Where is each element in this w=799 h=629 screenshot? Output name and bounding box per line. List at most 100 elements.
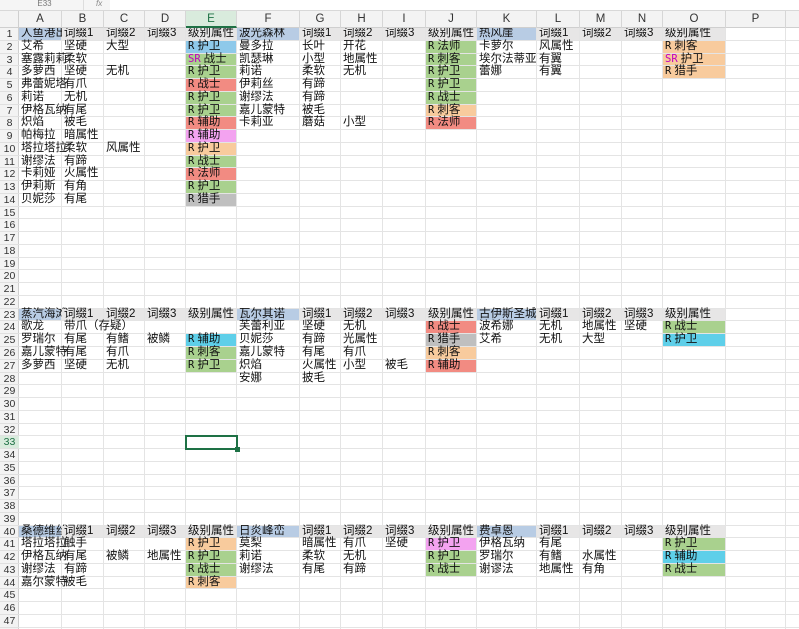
- cell-g23[interactable]: 词缀1: [300, 308, 331, 322]
- row-header-40[interactable]: 40: [0, 526, 19, 539]
- cell-c10[interactable]: 风属性: [104, 142, 141, 156]
- cell-n40[interactable]: 词缀3: [622, 525, 653, 539]
- cell-l43[interactable]: 地属性: [537, 563, 574, 577]
- column-header-a[interactable]: A: [19, 11, 62, 28]
- cell-f3[interactable]: 凯瑟琳: [237, 53, 274, 67]
- row-header-33[interactable]: 33: [0, 436, 19, 450]
- cell-k3[interactable]: 埃尔法蒂亚: [477, 53, 537, 67]
- cell-a41[interactable]: 塔拉塔拉: [19, 538, 67, 551]
- cell-g2[interactable]: 长叶: [300, 40, 325, 54]
- cell-g28[interactable]: 披毛: [300, 372, 325, 386]
- cell-o41[interactable]: R 护卫: [663, 538, 697, 551]
- row-header-5[interactable]: 5: [0, 79, 19, 92]
- cell-o43[interactable]: R 战士: [663, 563, 697, 577]
- cell-l40[interactable]: 词缀1: [537, 525, 568, 539]
- cell-h4[interactable]: 无机: [341, 65, 366, 79]
- column-header-l[interactable]: L: [537, 11, 580, 28]
- cell-a3[interactable]: 塞露莉莉: [19, 53, 67, 67]
- row-header-24[interactable]: 24: [0, 321, 19, 335]
- cell-l1[interactable]: 词缀1: [537, 28, 568, 41]
- cell-b5[interactable]: 有爪: [62, 78, 87, 92]
- cell-b43[interactable]: 有蹄: [62, 563, 87, 577]
- cell-h23[interactable]: 词缀2: [341, 308, 372, 322]
- row-header-25[interactable]: 25: [0, 334, 19, 347]
- cell-g40[interactable]: 词缀1: [300, 525, 331, 539]
- cell-f4[interactable]: 莉诺: [237, 65, 262, 79]
- cell-e27[interactable]: R 护卫: [186, 359, 220, 373]
- cell-g43[interactable]: 有尾: [300, 563, 325, 577]
- cell-b42[interactable]: 有尾: [62, 550, 87, 564]
- row-header-13[interactable]: 13: [0, 181, 19, 194]
- cell-j26[interactable]: R 刺客: [426, 346, 460, 360]
- cell-o23[interactable]: 级别属性: [663, 308, 711, 322]
- cell-j6[interactable]: R 战士: [426, 91, 460, 105]
- fill-handle[interactable]: [235, 447, 240, 453]
- cell-g7[interactable]: 被毛: [300, 104, 325, 118]
- row-header-26[interactable]: 26: [0, 347, 19, 360]
- cell-c23[interactable]: 词缀2: [104, 308, 135, 322]
- cell-g1[interactable]: 词缀1: [300, 28, 331, 41]
- row-header-32[interactable]: 32: [0, 424, 19, 437]
- cell-a25[interactable]: 罗瑞尔: [19, 333, 56, 347]
- cell-a27[interactable]: 多萝西: [19, 359, 56, 373]
- cell-k42[interactable]: 罗瑞尔: [477, 550, 514, 564]
- column-header-d[interactable]: D: [145, 11, 186, 28]
- cell-a24[interactable]: 歌龙: [19, 321, 44, 334]
- cell-a4[interactable]: 多萝西: [19, 65, 56, 79]
- cell-d40[interactable]: 词缀3: [145, 525, 176, 539]
- cell-e1[interactable]: 级别属性: [186, 28, 234, 41]
- cell-b24[interactable]: 带爪（存疑）: [62, 321, 133, 334]
- cell-o2[interactable]: R 刺客: [663, 40, 697, 54]
- row-header-41[interactable]: 41: [0, 538, 19, 552]
- row-header-42[interactable]: 42: [0, 551, 19, 564]
- cell-m23[interactable]: 词缀2: [580, 308, 611, 322]
- cell-k4[interactable]: 蕾娜: [477, 65, 502, 79]
- cell-j7[interactable]: R 刺客: [426, 104, 460, 118]
- row-header-46[interactable]: 46: [0, 602, 19, 615]
- cell-n1[interactable]: 词缀3: [622, 28, 653, 41]
- cell-k40[interactable]: 费卓恩: [477, 525, 514, 539]
- cell-j27[interactable]: R 辅助: [426, 359, 460, 373]
- cell-j2[interactable]: R 法师: [426, 40, 460, 54]
- cell-b13[interactable]: 有角: [62, 180, 87, 194]
- name-box[interactable]: E33: [6, 0, 84, 10]
- cell-j40[interactable]: 级别属性: [426, 525, 474, 539]
- row-header-1[interactable]: 1: [0, 28, 19, 41]
- cell-l3[interactable]: 有翼: [537, 53, 562, 67]
- cell-i1[interactable]: 词缀3: [383, 28, 414, 41]
- cell-e44[interactable]: R 刺客: [186, 576, 220, 590]
- cell-j42[interactable]: R 护卫: [426, 550, 460, 564]
- row-header-8[interactable]: 8: [0, 117, 19, 131]
- cell-b25[interactable]: 有尾: [62, 333, 87, 347]
- cell-f40[interactable]: 日炎峰峦: [237, 525, 285, 539]
- column-header-h[interactable]: H: [341, 11, 383, 28]
- cell-f23[interactable]: 瓦尔其诺: [237, 308, 285, 322]
- cell-grid[interactable]: 人鱼港出货 词缀1 词缀2 词缀3 级别属性 波光森林 词缀1 词缀2 词缀3 级别属性 热风崖 词缀…: [19, 28, 799, 629]
- cell-c1[interactable]: 词缀2: [104, 28, 135, 41]
- row-header-6[interactable]: 6: [0, 92, 19, 105]
- cell-f26[interactable]: 嘉儿蒙特: [237, 346, 285, 360]
- formula-input[interactable]: [110, 0, 799, 10]
- cell-i40[interactable]: 词缀3: [383, 525, 414, 539]
- row-header-44[interactable]: 44: [0, 577, 19, 590]
- cell-g41[interactable]: 暗属性: [300, 538, 337, 551]
- cell-e2[interactable]: R 护卫: [186, 40, 220, 54]
- cell-j5[interactable]: R 护卫: [426, 78, 460, 92]
- cell-g4[interactable]: 柔软: [300, 65, 325, 79]
- cell-a1[interactable]: 人鱼港出货: [19, 28, 79, 41]
- row-header-9[interactable]: 9: [0, 130, 19, 143]
- cell-c42[interactable]: 被鳞: [104, 550, 129, 564]
- row-header-22[interactable]: 22: [0, 296, 19, 309]
- cell-c25[interactable]: 有鳍: [104, 333, 129, 347]
- cell-b8[interactable]: 被毛: [62, 116, 87, 130]
- cell-m42[interactable]: 水属性: [580, 550, 617, 564]
- cell-l41[interactable]: 有尾: [537, 538, 562, 551]
- cell-b10[interactable]: 柔软: [62, 142, 87, 156]
- cell-h8[interactable]: 小型: [341, 116, 366, 130]
- column-header-n[interactable]: N: [622, 11, 663, 28]
- cell-b26[interactable]: 有尾: [62, 346, 87, 360]
- row-header-28[interactable]: 28: [0, 373, 19, 386]
- column-header-b[interactable]: B: [62, 11, 104, 28]
- cell-i23[interactable]: 词缀3: [383, 308, 414, 322]
- cell-l23[interactable]: 词缀1: [537, 308, 568, 322]
